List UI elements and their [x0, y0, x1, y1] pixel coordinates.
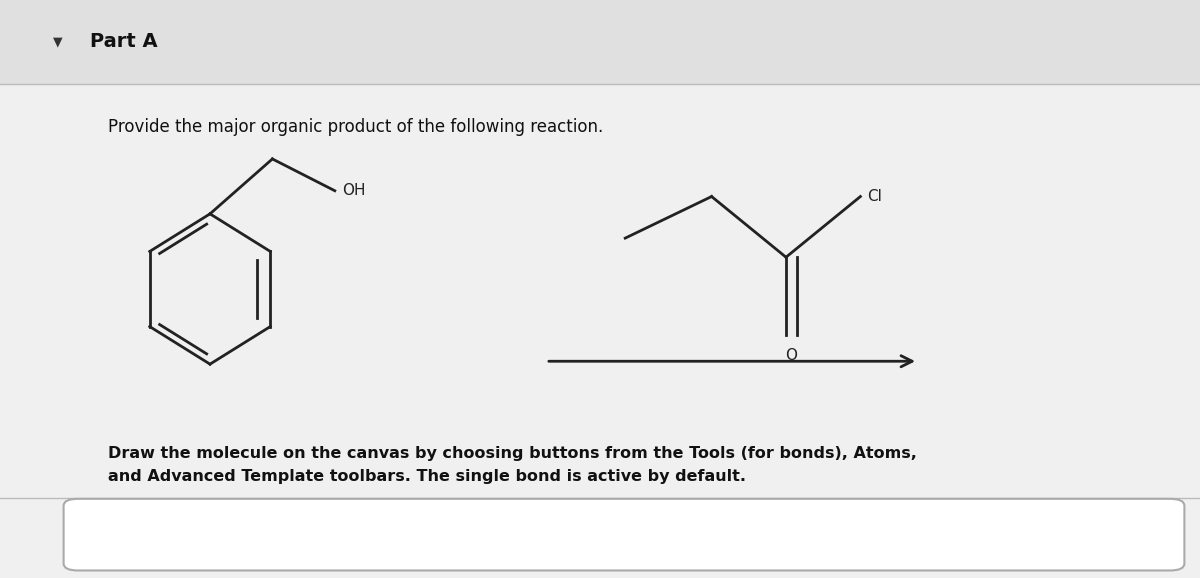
Text: Cl: Cl [868, 189, 882, 204]
Text: O: O [785, 348, 797, 363]
Text: OH: OH [342, 183, 366, 198]
FancyBboxPatch shape [64, 499, 1184, 570]
Text: ▼: ▼ [53, 35, 62, 48]
FancyBboxPatch shape [0, 0, 1200, 84]
Text: Provide the major organic product of the following reaction.: Provide the major organic product of the… [108, 118, 604, 136]
Text: Part A: Part A [90, 32, 157, 51]
Text: Draw the molecule on the canvas by choosing buttons from the Tools (for bonds), : Draw the molecule on the canvas by choos… [108, 446, 917, 461]
Text: and Advanced Template toolbars. The single bond is active by default.: and Advanced Template toolbars. The sing… [108, 469, 746, 484]
